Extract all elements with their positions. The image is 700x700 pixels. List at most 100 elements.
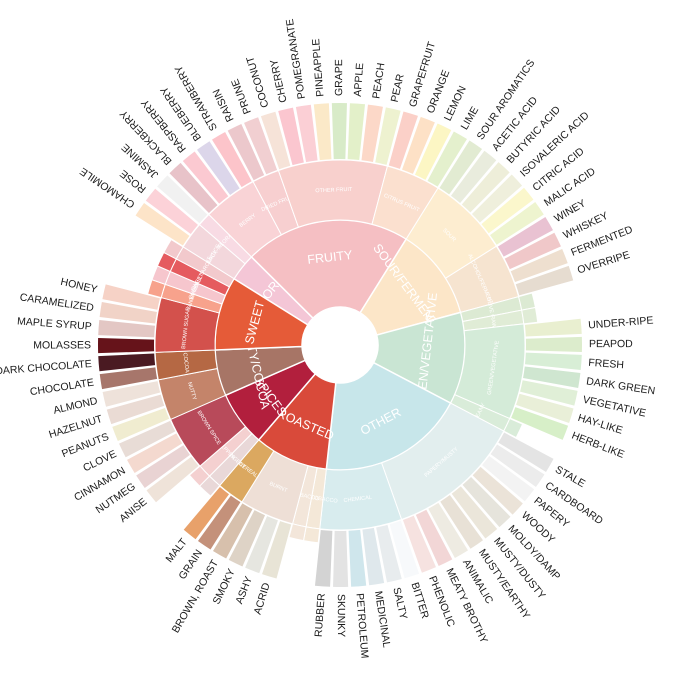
leaf-pomegranate <box>295 104 318 163</box>
leaf-maple-syrup <box>98 319 155 338</box>
leaf-label-caramelized: CARAMELIZED <box>19 291 95 314</box>
leaf-medicinal <box>362 527 385 586</box>
leaf-stale <box>498 432 554 472</box>
leaf-phenolic <box>402 515 436 573</box>
leaf-petroleum <box>348 529 367 587</box>
leaf-citric-acid <box>481 187 534 234</box>
leaf-label-chocolate: CHOCOLATE <box>29 377 95 399</box>
leaf-musty-dusty <box>451 486 498 539</box>
subcategory-label-brown-sugar: BROWN SUGAR <box>181 307 192 350</box>
leaf-dark-chocolate <box>98 353 156 372</box>
leaf-whiskey <box>504 232 561 270</box>
leaf-prune <box>244 117 278 175</box>
leaf-fermented <box>510 249 568 283</box>
leaf-hay-like <box>516 393 574 423</box>
leaf-herb-like <box>511 407 569 440</box>
leaf-label-rubber: RUBBER <box>313 592 328 637</box>
leaf-moldy-damp <box>462 476 511 528</box>
leaf-label-skunky: SKUNKY <box>335 594 347 637</box>
subcategory-band-sweet-aromatics <box>163 238 184 260</box>
leaf-rubber <box>314 530 333 587</box>
leaf-label-almond: ALMOND <box>52 395 99 417</box>
leaf-malt <box>183 487 230 540</box>
subcategory-band-tobacco <box>288 523 307 542</box>
leaf-chamomile <box>135 202 190 246</box>
leaf-caramelized <box>99 302 157 324</box>
leaf-almond <box>102 381 161 407</box>
leaf-label-lime: LIME <box>459 105 482 132</box>
leaf-label-molasses: MOLASSES <box>33 339 91 351</box>
leaf-hazelnut <box>106 394 165 425</box>
leaf-woody <box>472 466 523 515</box>
leaf-grapefruit <box>388 111 418 169</box>
leaf-label-apple: APPLE <box>352 62 366 97</box>
leaf-butyric-acid <box>461 162 510 213</box>
leaf-under-ripe <box>524 318 582 337</box>
leaf-acetic-acid <box>450 150 497 203</box>
leaf-skunky <box>333 530 349 587</box>
leaf-molasses <box>98 338 155 354</box>
leaf-coconut <box>260 111 291 170</box>
leaf-apple <box>347 103 366 160</box>
leaf-peapod <box>525 336 582 352</box>
subcategory-label-raw: RAW <box>489 315 497 329</box>
leaf-salty <box>376 524 402 583</box>
leaf-label-maple-syrup: MAPLE SYRUP <box>17 315 92 332</box>
leaf-smoky <box>228 510 266 567</box>
leaf-brown-roast <box>213 503 253 559</box>
leaf-sour-aromatics <box>439 140 483 195</box>
leaf-nutmeg <box>136 445 190 488</box>
leaf-label-acrid: ACRID <box>252 581 273 616</box>
leaf-label-peach: PEACH <box>370 62 387 100</box>
leaf-chocolate <box>99 367 158 390</box>
leaf-pear <box>375 107 401 165</box>
category-label-fruity: FRUITY <box>307 248 354 267</box>
leaf-bitter <box>389 520 420 579</box>
leaf-overripe <box>515 265 574 296</box>
leaf-meaty-brothy <box>415 509 453 566</box>
leaf-musty-earthy <box>440 495 483 549</box>
leaf-peanuts <box>112 407 170 441</box>
leaf-label-peapod: PEAPOD <box>589 338 633 350</box>
leaf-label-medicinal: MEDICINAL <box>372 590 393 648</box>
leaf-malic-acid <box>490 202 544 245</box>
leaf-blackberry <box>169 162 218 214</box>
leaf-label-bitter: BITTER <box>408 581 431 621</box>
leaf-label-pear: PEAR <box>389 72 407 103</box>
leaf-label-grape: GRAPE <box>333 59 345 96</box>
leaf-orange <box>402 116 435 174</box>
leaf-rose <box>145 188 198 235</box>
leaf-label-prune: PRUNE <box>229 77 254 116</box>
leaf-label-dark-chocolate: DARK CHOCOLATE <box>0 358 92 377</box>
leaf-honey <box>102 284 160 310</box>
subcategory-label-chemical: CHEMICAL <box>343 495 372 504</box>
leaf-label-fresh: FRESH <box>588 357 624 372</box>
leaf-winey <box>497 216 553 257</box>
wheel-center <box>303 308 377 382</box>
leaf-pineapple <box>313 103 332 161</box>
leaf-lime <box>427 131 467 187</box>
leaf-raisin <box>227 124 265 181</box>
leaf-label-pomegranate: POMEGRANATE <box>284 18 308 100</box>
leaf-isovaleric-acid <box>471 174 523 223</box>
leaf-label-petroleum: PETROLEUM <box>353 593 370 659</box>
leaf-label-under-ripe: UNDER-RIPE <box>588 315 654 332</box>
leaf-papery <box>482 455 535 502</box>
leaf-ashy <box>245 516 278 574</box>
leaf-label-cherry: CHERRY <box>268 58 290 104</box>
leaf-cinnamon <box>127 433 183 474</box>
subcategory-band-raw <box>521 306 539 325</box>
leaf-label-honey: HONEY <box>59 276 98 296</box>
subcategory-label-olive-oil: OLIVE OIL <box>485 297 497 324</box>
leaf-vegetative <box>520 380 578 406</box>
subcategory-label-other-fruit: OTHER FRUIT <box>315 187 353 194</box>
leaf-raspberry <box>182 151 229 204</box>
leaf-dark-green <box>523 366 581 388</box>
leaf-peach <box>361 104 383 162</box>
leaf-cardboard <box>490 444 545 488</box>
leaf-strawberry <box>211 132 252 188</box>
leaf-acrid <box>262 521 292 579</box>
subcategory-label-tobacco: TOBACCO <box>292 491 320 503</box>
